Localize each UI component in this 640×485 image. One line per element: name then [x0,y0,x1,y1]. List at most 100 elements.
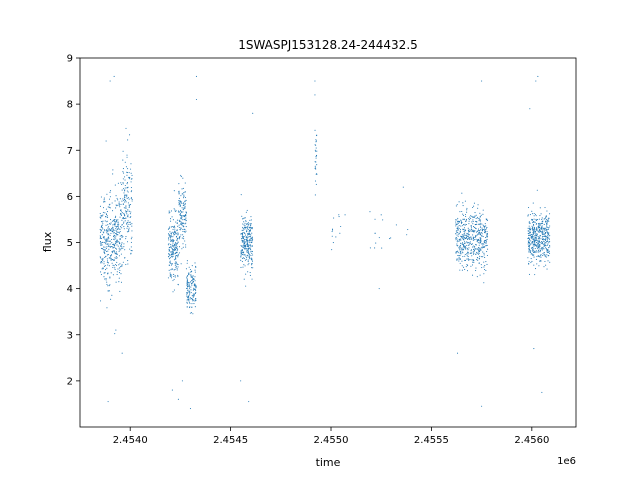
data-point [250,249,252,251]
data-point [172,249,174,251]
data-point [123,218,126,220]
data-point [112,274,114,276]
data-point [119,290,121,292]
data-point [182,215,184,217]
data-point [455,252,457,254]
data-point [546,220,548,222]
data-point [106,193,108,195]
data-point [127,202,129,204]
data-point [190,276,192,278]
data-point [181,188,183,190]
data-point [248,244,250,246]
data-point [127,220,129,222]
data-point [479,237,481,239]
data-point [477,257,479,259]
data-point [168,212,170,214]
data-point [110,222,112,224]
data-point [315,139,317,141]
data-point [101,215,103,217]
data-point [244,259,246,261]
data-point [481,223,483,225]
data-point [171,252,173,254]
data-point [460,244,462,246]
data-point [473,230,475,232]
data-point [125,236,127,238]
data-point [528,234,530,237]
data-point [184,231,186,233]
data-point [462,244,464,246]
data-point [533,225,535,227]
data-point [465,237,467,239]
data-point [472,231,475,233]
data-point [123,228,125,230]
data-point [188,266,190,268]
data-point [532,202,534,204]
data-point [251,264,253,266]
data-point [192,279,194,281]
data-point [119,269,121,271]
data-point [124,161,126,163]
data-point [459,262,461,264]
data-point [242,232,244,234]
data-point [249,235,251,238]
data-point [172,226,174,228]
data-point [102,241,104,243]
data-point [529,249,531,251]
data-point [174,264,176,266]
data-point [247,271,249,273]
data-point [471,221,473,223]
data-point [178,238,181,240]
data-point [530,237,533,239]
data-point [182,187,184,189]
data-point [482,244,484,246]
data-point [466,244,468,246]
data-point [101,262,103,264]
data-point [117,240,119,242]
data-point [475,231,478,233]
data-point [459,269,461,271]
data-point [102,228,104,230]
data-point [543,248,545,250]
data-point [178,224,180,226]
data-point [104,230,106,232]
data-point [477,217,479,219]
data-point [402,186,404,188]
data-point [482,256,484,258]
data-point [248,254,250,256]
data-point [179,201,181,203]
data-point [534,237,536,239]
data-point [459,211,461,213]
data-point [120,253,122,255]
data-point [123,213,125,215]
data-point [177,284,179,286]
data-point [545,217,547,219]
data-point [187,272,189,274]
data-point [467,249,469,251]
data-point [456,259,458,261]
data-point [168,254,170,256]
data-point [456,241,458,243]
data-point [473,251,475,253]
data-point [189,297,191,299]
data-point [109,229,111,231]
data-point [374,218,376,220]
data-point [541,238,544,240]
data-point [182,243,184,245]
data-point [467,233,469,235]
data-point [243,237,245,239]
data-point [484,225,486,227]
data-point [186,295,188,298]
data-point [538,236,540,238]
data-point [122,178,124,180]
data-point [113,243,115,245]
data-point [536,229,538,231]
data-point [461,243,463,245]
data-point [172,255,174,257]
data-point [538,222,540,224]
data-point [246,256,248,258]
data-point [485,229,487,231]
data-point [117,219,119,221]
data-point [332,242,334,244]
data-point [126,231,128,233]
data-point [112,243,114,246]
